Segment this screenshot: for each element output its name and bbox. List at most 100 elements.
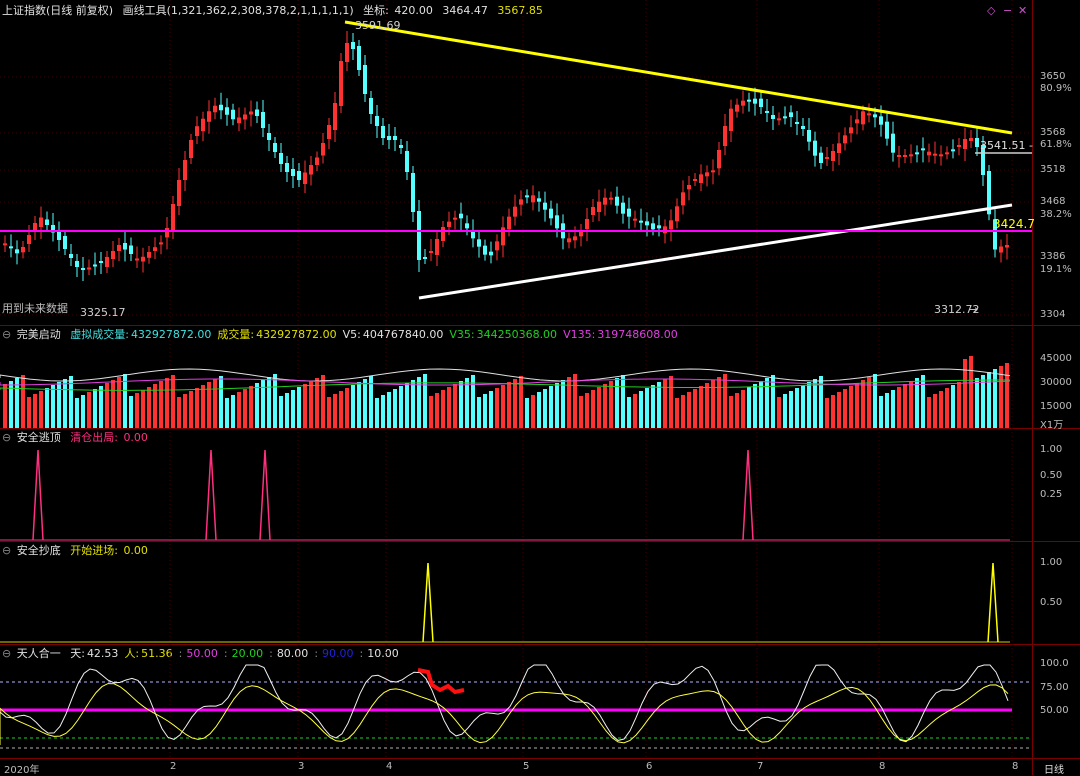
panel-divider [0, 325, 1080, 326]
volume-bar [993, 369, 997, 428]
volume-bar [735, 393, 739, 428]
oscillator-panel-icon[interactable]: ⊖ [2, 647, 12, 660]
candle-body [51, 225, 55, 233]
volume-bar [483, 394, 487, 428]
draw-tool-label[interactable]: 画线工具(1,321,362,2,308,378,2,1,1,1,1,1) [122, 4, 354, 17]
candle-body [579, 231, 583, 237]
candle-body [171, 204, 175, 232]
y-tick: 3468 [1040, 196, 1066, 207]
osc-item-value: 80.00 [276, 647, 309, 660]
candle-body [783, 116, 787, 119]
volume-bar [3, 384, 7, 428]
y-tick: 3518 [1040, 164, 1066, 175]
volume-bar [345, 388, 349, 428]
escape-panel-name[interactable]: 安全逃顶 [16, 431, 61, 444]
candle-body [81, 268, 85, 270]
volume-bar [729, 396, 733, 428]
candle-body [327, 125, 331, 139]
candle-body [495, 241, 499, 251]
kline-chart[interactable] [0, 0, 1032, 760]
future-data-label: 用到未来数据 [2, 302, 68, 315]
candle-body [921, 148, 925, 151]
volume-bar [885, 393, 889, 428]
volume-bar [621, 375, 625, 428]
candle-body [861, 111, 865, 125]
candle-body [567, 238, 571, 243]
candle-body [813, 140, 817, 156]
minimize-icon[interactable]: − [1003, 4, 1013, 17]
volume-panel-name[interactable]: 完美启动 [16, 328, 61, 341]
volume-bar [321, 375, 325, 428]
volume-bar [819, 376, 823, 428]
candle-body [867, 113, 871, 116]
candle-body [447, 221, 451, 227]
volume-bar [153, 384, 157, 428]
candle-body [27, 235, 31, 244]
volume-bar [369, 376, 373, 428]
candle-body [603, 197, 607, 205]
volume-bar [249, 386, 253, 428]
escape-panel-icon[interactable]: ⊖ [2, 431, 12, 444]
oscillator-panel-name[interactable]: 天人合一 [16, 647, 61, 660]
candle-body [75, 261, 79, 267]
vol-item-label: V135: [563, 328, 596, 341]
candle-body [537, 198, 541, 202]
volume-bar [867, 377, 871, 428]
volume-bar [297, 387, 301, 428]
tian-line [0, 664, 1009, 743]
volume-bar [387, 392, 391, 428]
vol-item-label: V35: [449, 328, 475, 341]
candle-body [393, 136, 397, 140]
line-price-label: 3424.7 [993, 217, 1035, 231]
volume-bar [921, 375, 925, 428]
volume-bar [21, 375, 25, 428]
candle-body [555, 215, 559, 229]
volume-bar [549, 386, 553, 428]
v135-line [0, 378, 1011, 386]
candle-body [105, 257, 109, 267]
y-tick: 3386 [1040, 251, 1066, 262]
main-chart-header: 上证指数(日线 前复权) 画线工具(1,321,362,2,308,378,2,… [2, 3, 549, 19]
candle-body [363, 65, 367, 94]
candle-body [849, 127, 853, 134]
diamond-icon[interactable]: ◇ [987, 4, 996, 17]
bottom-panel-name[interactable]: 安全抄底 [16, 544, 61, 557]
escape-panel-header: ⊖ 安全逃顶 清仓出局: 0.00 [2, 430, 154, 446]
volume-bar [327, 397, 331, 428]
volume-bar [639, 391, 643, 428]
volume-bar [315, 378, 319, 428]
period-button[interactable]: 日线 [1044, 765, 1064, 776]
candle-body [21, 247, 25, 253]
vol-item-label: 虚拟成交量: [70, 328, 129, 341]
volume-bar [945, 388, 949, 428]
stock-title[interactable]: 上证指数(日线 前复权) [2, 4, 114, 17]
candle-body [9, 246, 13, 249]
candle-body [351, 42, 355, 49]
volume-bar [135, 393, 139, 428]
x-tick: 6 [646, 761, 653, 772]
bottom-y-tick: 0.50 [1040, 597, 1063, 608]
close-icon[interactable]: ✕ [1018, 4, 1028, 17]
panel-divider [0, 428, 1080, 429]
volume-panel-icon[interactable]: ⊖ [2, 328, 12, 341]
candle-body [999, 246, 1003, 253]
volume-bar [405, 383, 409, 428]
separator: : [223, 647, 228, 660]
volume-bar [273, 374, 277, 428]
candle-body [237, 117, 241, 124]
volume-bar [603, 384, 607, 428]
candle-body [213, 105, 217, 113]
volume-bar [279, 396, 283, 428]
candle-body [273, 143, 277, 152]
right-price-label: 3541.51 - [980, 139, 1033, 152]
volume-bar [339, 391, 343, 428]
volume-bar [717, 377, 721, 428]
volume-bar [771, 375, 775, 428]
volume-bar [633, 394, 637, 428]
bottom-panel-icon[interactable]: ⊖ [2, 544, 12, 557]
bottom-spike [422, 562, 434, 643]
volume-bar [117, 377, 121, 428]
candle-body [879, 116, 883, 125]
candle-body [573, 236, 577, 241]
candle-body [975, 138, 979, 147]
